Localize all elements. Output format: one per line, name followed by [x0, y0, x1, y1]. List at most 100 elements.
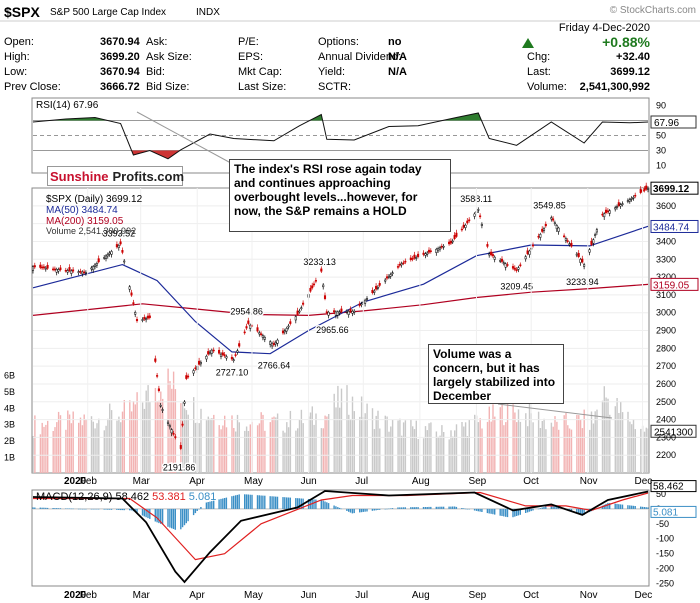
candle-body	[325, 311, 328, 313]
candle-body	[68, 267, 71, 271]
volume-bar	[337, 385, 339, 473]
volume-bar	[537, 411, 540, 473]
candle-body	[161, 409, 164, 411]
macd-histogram-bar	[54, 508, 56, 509]
quote-label: Low:	[4, 66, 27, 78]
candle-body	[506, 264, 509, 266]
macd-histogram-bar	[103, 508, 105, 510]
macd-histogram-bar	[417, 507, 419, 509]
macd-tick-label: -50	[656, 519, 669, 529]
macd-histogram-bar	[375, 508, 377, 511]
volume-bar	[180, 403, 182, 473]
candle-body	[115, 244, 118, 248]
rsi-note-pointer	[136, 111, 241, 169]
candle-body	[488, 253, 491, 256]
volume-tick-label: 2B	[4, 436, 15, 446]
macd-histogram-bar	[645, 507, 647, 509]
volume-bar	[492, 404, 494, 473]
candle-body	[608, 210, 611, 214]
volume-bar	[335, 407, 337, 473]
candle-body	[181, 423, 184, 426]
volume-tick-label: 4B	[4, 403, 15, 413]
volume-bar	[386, 416, 388, 473]
candle-body	[93, 264, 97, 267]
macd-legend: MACD(12,26,9) 58.462 53.381 5.081	[36, 491, 216, 503]
macd-histogram-bar	[207, 502, 209, 509]
volume-tick-label: 6B	[4, 370, 15, 380]
candle-body	[210, 349, 213, 354]
macd-histogram-bar	[43, 507, 45, 509]
macd-histogram-bar	[258, 495, 260, 509]
candle-body	[66, 270, 69, 273]
macd-histogram-bar	[90, 508, 93, 510]
volume-bar	[605, 397, 607, 473]
volume-bar	[474, 414, 476, 473]
month-label-macd: Oct	[523, 590, 539, 601]
candle-body	[617, 202, 620, 206]
candle-body	[174, 436, 177, 438]
candle-body	[615, 206, 619, 208]
volume-bar	[430, 422, 432, 473]
candle-body	[72, 269, 75, 272]
volume-bar	[172, 371, 175, 473]
candle-body	[322, 284, 325, 288]
macd-histogram-bar	[506, 508, 509, 518]
macd-histogram-bar	[428, 506, 430, 509]
candle-body	[298, 310, 301, 313]
candle-body	[179, 445, 182, 449]
candle-body	[263, 336, 266, 340]
volume-bar	[461, 422, 463, 473]
candle-body	[563, 235, 566, 238]
ticker-symbol: $SPX	[4, 4, 40, 20]
macd-histogram-bar	[110, 508, 113, 510]
volume-bar	[183, 408, 186, 473]
volume-bar	[490, 421, 492, 473]
candle-body	[143, 317, 146, 320]
candle-body	[198, 360, 201, 365]
macd-histogram-bar	[437, 506, 439, 509]
candle-body	[312, 283, 316, 286]
candle-body	[57, 269, 60, 272]
macd-histogram-bar	[568, 508, 571, 511]
macd-histogram-bar	[435, 506, 437, 509]
macd-tick-label: 50	[656, 489, 666, 499]
macd-histogram-bar	[632, 505, 635, 509]
macd-histogram-bar	[519, 508, 521, 515]
volume-tick-label: 3B	[4, 420, 15, 430]
macd-histogram-bar	[609, 503, 611, 509]
exchange-label: INDX	[196, 7, 220, 18]
candle-body	[119, 241, 122, 245]
macd-histogram-bar	[130, 508, 133, 511]
candle-body	[272, 343, 275, 345]
candle-body	[502, 262, 505, 264]
volume-bar	[578, 415, 580, 473]
month-label-price: May	[244, 476, 263, 487]
candle-body	[187, 375, 190, 378]
volume-bar	[200, 408, 202, 473]
macd-histogram-bar	[488, 508, 490, 514]
candle-body	[451, 240, 454, 243]
candle-body	[511, 266, 515, 269]
quote-label: Ask Size:	[146, 51, 192, 63]
macd-histogram-bar	[441, 506, 443, 509]
price-annotation: 3233.94	[566, 277, 599, 287]
quote-value: 3670.94	[100, 66, 141, 78]
candle-body	[619, 204, 622, 207]
candle-body	[550, 217, 553, 220]
macd-histogram-bar	[85, 508, 87, 510]
macd-histogram-bar	[45, 507, 47, 509]
price-annotation: 3549.85	[533, 201, 566, 211]
macd-histogram-bar	[616, 503, 618, 509]
macd-histogram-bar	[627, 505, 629, 509]
macd-histogram-bar	[123, 508, 125, 511]
volume-bar	[576, 414, 578, 473]
candle-body	[221, 352, 224, 356]
candle-body	[504, 263, 507, 268]
candle-body	[519, 264, 522, 267]
volume-bar	[550, 422, 553, 473]
macd-histogram-bar	[158, 508, 160, 524]
macd-histogram-bar	[473, 508, 476, 511]
macd-histogram-bar	[366, 508, 368, 512]
price-annotation: 3233.13	[303, 257, 336, 267]
macd-tick-label: -100	[656, 534, 674, 544]
